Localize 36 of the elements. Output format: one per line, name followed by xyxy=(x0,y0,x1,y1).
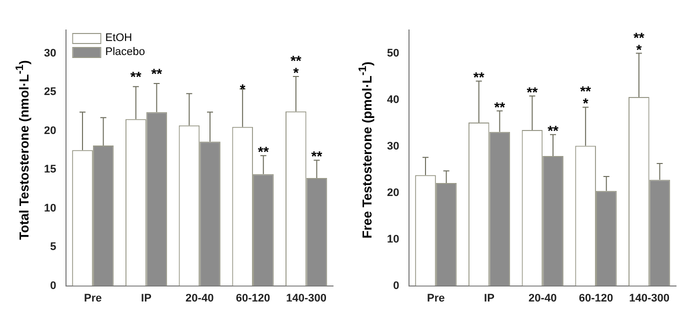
annotation: ** xyxy=(473,69,485,86)
y-tick-label: 10 xyxy=(386,233,400,246)
x-tick-label: 20-40 xyxy=(528,292,557,304)
y-tick-label: 0 xyxy=(50,280,56,292)
y-tick-label: 25 xyxy=(44,86,56,98)
annotation: ** xyxy=(526,84,538,100)
annotation: ** * xyxy=(633,29,645,58)
x-tick-label: 60-120 xyxy=(236,292,270,304)
y-tick-label: 20 xyxy=(44,124,56,137)
x-tick-label: Pre xyxy=(84,292,102,304)
y-tick-label: 15 xyxy=(44,164,56,176)
annotation: ** * xyxy=(290,52,302,81)
x-tick-label: IP xyxy=(141,292,152,304)
y-tick-label: 30 xyxy=(44,47,56,60)
annotation: ** xyxy=(548,122,560,139)
x-tick-label: 60-120 xyxy=(578,292,614,304)
annotation: ** xyxy=(151,65,163,82)
x-tick-label: Pre xyxy=(427,292,445,304)
annotation: ** * xyxy=(580,83,592,112)
x-tick-label: IP xyxy=(484,292,494,304)
y-tick-label: 40 xyxy=(386,94,400,106)
y-tick-label: 0 xyxy=(393,280,400,292)
annotation: ** xyxy=(311,148,323,164)
annotation: ** xyxy=(130,68,142,85)
y-tick-label: 30 xyxy=(386,140,400,152)
y-tick-label: 50 xyxy=(386,47,400,60)
legend-label: Placebo xyxy=(105,46,145,58)
annotation: ** xyxy=(494,98,506,115)
x-tick-label: 140-300 xyxy=(286,292,327,304)
annotation: ** xyxy=(258,144,270,160)
y-tick-label: 5 xyxy=(50,241,56,254)
y-tick-label: 20 xyxy=(386,186,400,199)
y-tick-label: 10 xyxy=(44,202,56,214)
legend-label: EtOH xyxy=(105,32,132,44)
x-tick-label: 140-300 xyxy=(629,292,670,304)
x-tick-label: 20-40 xyxy=(186,292,214,304)
